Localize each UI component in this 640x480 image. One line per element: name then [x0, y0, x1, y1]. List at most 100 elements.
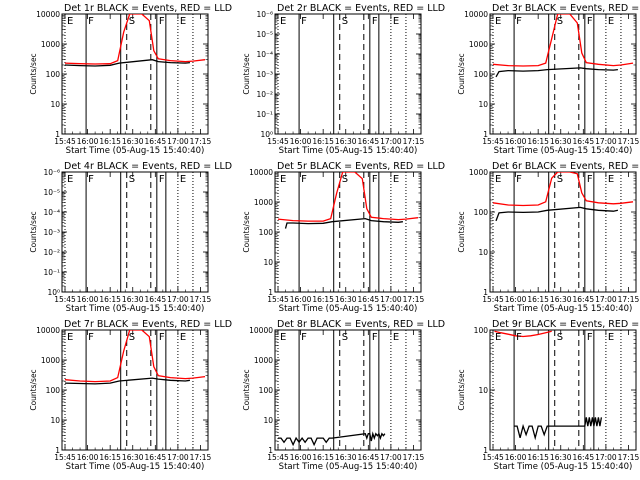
plot-frame	[61, 13, 209, 135]
x-tick-label: 17:15	[190, 295, 212, 304]
marker-label-top: E	[495, 174, 501, 185]
x-axis-label: Start Time (05-Aug-15 15:40:40)	[66, 462, 205, 472]
y-tick-label: 10⁻⁶	[43, 168, 60, 177]
y-axis-label: Counts/sec	[29, 53, 38, 94]
marker-label-top: E	[67, 332, 73, 343]
series-line-lld	[494, 330, 552, 338]
x-tick-label: 15:45	[482, 137, 504, 146]
y-tick-label: 1	[483, 446, 488, 455]
y-tick-label: 1	[483, 288, 488, 297]
x-tick-label: 16:45	[573, 137, 595, 146]
panel-det-3: Det 3r BLACK = Events, RED = LLD 1 10 100 10…	[457, 3, 640, 156]
marker-label-top: F	[88, 16, 94, 27]
series-line-lld	[277, 172, 419, 222]
series-line-events	[64, 59, 190, 67]
marker-label-top: S	[129, 174, 135, 185]
y-tick-label: 10⁻²	[43, 248, 60, 257]
y-axis-label: Counts/sec	[242, 211, 251, 252]
x-tick-label: 16:45	[145, 453, 167, 462]
x-tick-label: 17:00	[380, 453, 402, 462]
x-tick-label: 16:45	[358, 453, 380, 462]
series-line-lld	[492, 14, 634, 67]
panel-title: Det 2r BLACK = Events, RED = LLD	[277, 3, 445, 14]
x-tick-label: 17:00	[167, 295, 189, 304]
y-tick-label: 10	[263, 416, 273, 425]
plot-frame	[274, 171, 422, 293]
panel-title: Det 3r BLACK = Events, RED = LLD	[492, 3, 640, 14]
y-tick-label: 10⁻¹	[43, 268, 60, 277]
x-tick-label: 16:15	[527, 295, 549, 304]
x-tick-label: 16:00	[290, 295, 312, 304]
x-tick-label: 17:15	[190, 453, 212, 462]
x-tick-label: 17:00	[380, 295, 402, 304]
x-axis-label: Start Time (05-Aug-15 15:40:40)	[494, 462, 633, 472]
marker-label-top: E	[280, 16, 286, 27]
marker-label-top: S	[342, 174, 348, 185]
x-tick-label: 15:45	[267, 137, 289, 146]
x-tick-label: 16:15	[99, 137, 121, 146]
marker-label-top: E	[393, 174, 399, 185]
series-line-events	[278, 431, 386, 447]
y-tick-label: 10	[478, 386, 488, 395]
marker-label-top: F	[159, 174, 165, 185]
x-tick-label: 16:15	[312, 295, 334, 304]
x-axis-label: Start Time (05-Aug-15 15:40:40)	[279, 304, 418, 314]
series-line-events	[64, 377, 190, 385]
x-tick-label: 17:15	[190, 137, 212, 146]
marker-label-top: E	[393, 16, 399, 27]
x-tick-label: 16:15	[527, 453, 549, 462]
plot-area	[64, 172, 194, 292]
plot-frame	[489, 13, 637, 135]
marker-label-top: E	[67, 174, 73, 185]
y-axis-label: Counts/sec	[457, 369, 466, 410]
panel-det-4: Det 4r BLACK = Events, RED = LLD 10⁰ 10⁻¹ 1…	[29, 161, 232, 314]
marker-label-top: F	[372, 332, 378, 343]
y-tick-label: 10	[263, 258, 273, 267]
y-tick-label: 1000	[254, 198, 273, 207]
y-tick-label: 1	[483, 130, 488, 139]
x-tick-label: 17:00	[595, 137, 617, 146]
x-tick-label: 16:15	[99, 453, 121, 462]
plot-frame	[61, 329, 209, 451]
x-tick-label: 16:45	[573, 453, 595, 462]
marker-label-top: F	[301, 174, 307, 185]
y-tick-label: 10⁻³	[256, 70, 273, 79]
panel-det-7: Det 7r BLACK = Events, RED = LLD 1 10 100 10…	[29, 319, 232, 472]
marker-label-top: E	[495, 332, 501, 343]
marker-label-top: F	[516, 174, 522, 185]
x-axis-label: Start Time (05-Aug-15 15:40:40)	[279, 146, 418, 156]
y-tick-label: 1000	[41, 356, 60, 365]
plot-area	[492, 330, 622, 450]
plot-area	[492, 14, 634, 134]
x-tick-label: 15:45	[267, 453, 289, 462]
marker-label-top: E	[180, 332, 186, 343]
x-tick-label: 16:30	[335, 137, 357, 146]
marker-label-top: F	[587, 332, 593, 343]
marker-label-top: F	[587, 16, 593, 27]
x-tick-label: 17:15	[403, 295, 425, 304]
marker-label-top: F	[587, 174, 593, 185]
x-tick-label: 17:00	[380, 137, 402, 146]
y-axis-label: Counts/sec	[457, 211, 466, 252]
x-tick-label: 17:15	[618, 295, 640, 304]
panel-det-5: Det 5r BLACK = Events, RED = LLD 1 10 100 10…	[242, 161, 445, 314]
x-tick-label: 15:45	[267, 295, 289, 304]
y-tick-label: 10⁻⁴	[256, 50, 273, 59]
plot-frame	[489, 171, 637, 293]
x-tick-label: 16:45	[573, 295, 595, 304]
x-tick-label: 16:15	[312, 453, 334, 462]
y-tick-label: 10	[478, 248, 488, 257]
series-line-events	[284, 217, 403, 229]
y-tick-label: 10	[50, 416, 60, 425]
y-tick-label: 10⁻²	[256, 90, 273, 99]
y-tick-label: 100	[259, 228, 274, 237]
x-tick-label: 17:15	[403, 137, 425, 146]
marker-label-top: F	[516, 332, 522, 343]
panel-title: Det 4r BLACK = Events, RED = LLD	[64, 161, 232, 172]
marker-label-top: E	[608, 16, 614, 27]
y-tick-label: 10000	[249, 168, 273, 177]
x-tick-label: 16:45	[145, 295, 167, 304]
panel-det-6: Det 6r BLACK = Events, RED = LLD 1 10 100 10…	[457, 161, 640, 314]
series-line-lld	[492, 172, 634, 207]
marker-label-top: F	[159, 332, 165, 343]
